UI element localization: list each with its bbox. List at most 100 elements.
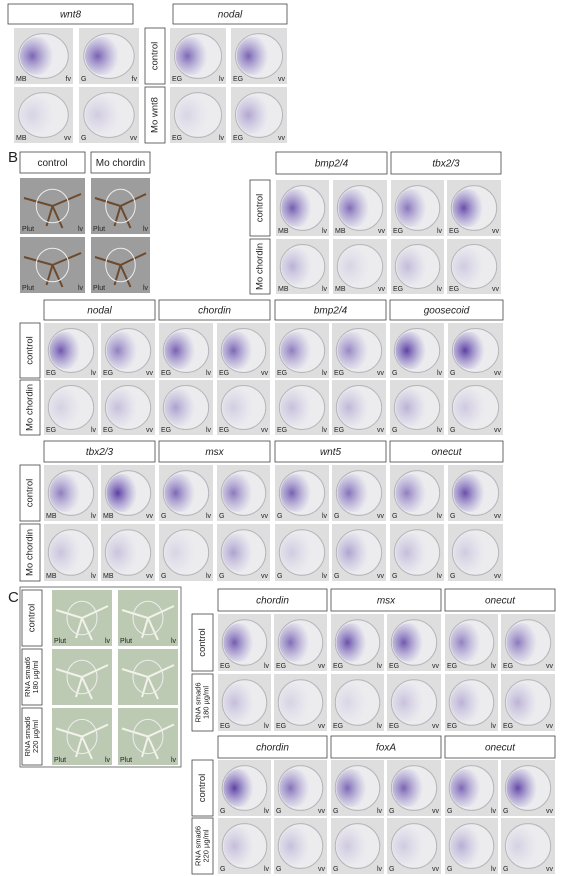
- view-label: lv: [322, 228, 328, 235]
- view-label: lv: [437, 370, 443, 377]
- stain: [396, 247, 429, 286]
- stain: [222, 388, 255, 427]
- row-label: Mo chordin: [25, 529, 36, 576]
- panel-letter: B: [8, 149, 18, 166]
- header-label: onecut: [485, 596, 516, 607]
- view-label: lv: [377, 723, 383, 730]
- stain: [280, 473, 313, 513]
- stage-label: G: [503, 866, 508, 873]
- view-label: vv: [494, 370, 502, 377]
- stage-label: EG: [172, 76, 182, 83]
- stain: [453, 331, 487, 370]
- row-label: control: [255, 194, 266, 223]
- larva-skeleton: [121, 605, 175, 641]
- view-label: lv: [264, 723, 270, 730]
- stain: [85, 95, 121, 135]
- stage-label: EG: [334, 427, 344, 434]
- stain: [506, 826, 539, 866]
- stage-label: Plut: [93, 226, 105, 233]
- view-label: lv: [105, 757, 111, 764]
- stain: [450, 826, 483, 866]
- view-label: vv: [146, 370, 154, 377]
- stage-label: G: [161, 513, 166, 520]
- stain: [164, 331, 197, 370]
- stain: [450, 683, 483, 722]
- stage-label: EG: [46, 427, 56, 434]
- stage-label: G: [392, 513, 397, 520]
- stage-label: EG: [449, 286, 459, 293]
- view-label: lv: [105, 638, 111, 645]
- view-label: lv: [264, 663, 270, 670]
- view-label: vv: [261, 370, 269, 377]
- stage-label: MB: [16, 135, 27, 142]
- stage-label: EG: [333, 723, 343, 730]
- row-label: control: [25, 336, 36, 365]
- view-label: vv: [494, 513, 502, 520]
- stage-label: EG: [393, 228, 403, 235]
- stage-label: MB: [16, 76, 27, 83]
- stage-label: EG: [503, 663, 513, 670]
- stain: [49, 533, 82, 572]
- stage-label: G: [392, 427, 397, 434]
- stain: [338, 247, 371, 286]
- stain: [392, 623, 425, 662]
- larva-body: [66, 718, 98, 755]
- stain: [222, 533, 255, 572]
- header-label: wnt5: [320, 447, 342, 458]
- larva-skeleton: [121, 664, 175, 700]
- view-label: lv: [264, 808, 270, 815]
- stage-label: Plut: [22, 226, 34, 233]
- stain: [280, 388, 313, 427]
- row-label-box: [249, 179, 271, 237]
- stain: [336, 623, 369, 662]
- view-label: lv: [377, 808, 383, 815]
- stain: [49, 388, 82, 427]
- stage-label: G: [450, 513, 455, 520]
- stage-label: G: [161, 573, 166, 580]
- stain: [392, 768, 425, 808]
- view-label: vv: [377, 573, 385, 580]
- row-label: 220 µg/ml: [31, 720, 40, 753]
- larva-skeleton: [23, 193, 82, 229]
- stage-label: G: [503, 808, 508, 815]
- stage-label: G: [392, 573, 397, 580]
- stain: [452, 188, 485, 228]
- view-label: lv: [437, 513, 443, 520]
- stain: [223, 768, 256, 808]
- stain: [222, 331, 255, 370]
- larva-skeleton: [55, 664, 109, 700]
- view-label: lv: [322, 427, 328, 434]
- stage-label: G: [276, 808, 281, 815]
- header-box: [390, 151, 502, 175]
- header-box: [274, 440, 387, 463]
- view-label: lv: [322, 370, 328, 377]
- header-box: [274, 299, 387, 321]
- row-label: control: [25, 479, 36, 508]
- view-label: lv: [264, 866, 270, 873]
- view-label: vv: [278, 135, 286, 142]
- stain: [49, 473, 82, 513]
- header-box: [158, 440, 271, 463]
- stage-label: MB: [46, 573, 57, 580]
- stage-label: MB: [46, 513, 57, 520]
- stain: [450, 768, 483, 808]
- row-label: RNA smad6: [193, 826, 202, 866]
- stage-label: G: [334, 573, 339, 580]
- header-box: [19, 151, 86, 174]
- stage-label: MB: [278, 228, 289, 235]
- stain: [280, 533, 313, 572]
- row-label: RNA smad6: [23, 716, 32, 756]
- larva-body: [132, 600, 164, 636]
- stage-label: G: [450, 573, 455, 580]
- row-label: Mo wnt8: [150, 97, 161, 133]
- stage-label: Plut: [120, 757, 132, 764]
- row-label-box: [249, 238, 271, 295]
- header-label: msx: [205, 447, 224, 458]
- view-label: lv: [91, 370, 97, 377]
- row-label-box: [191, 759, 214, 817]
- view-label: lv: [219, 135, 225, 142]
- stage-label: G: [450, 370, 455, 377]
- header-box: [330, 588, 442, 612]
- header-label: Mo chordin: [96, 158, 145, 169]
- header-box: [90, 151, 151, 174]
